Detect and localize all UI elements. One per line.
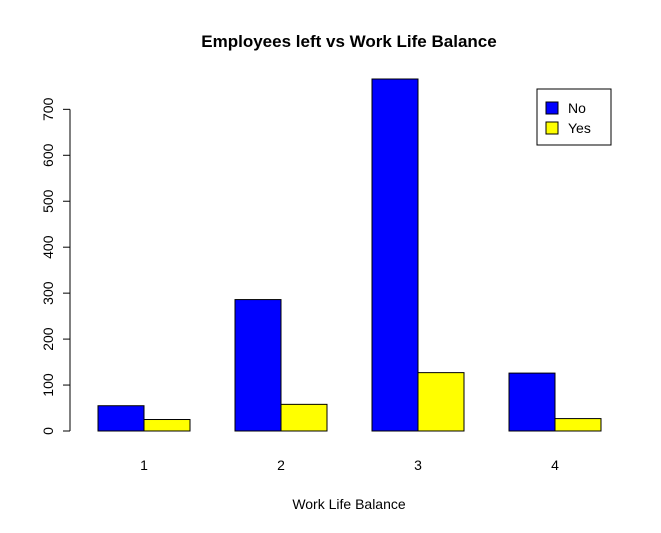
- y-tick-label: 100: [40, 373, 56, 397]
- y-tick-label: 200: [40, 327, 56, 351]
- legend-swatch: [545, 121, 559, 135]
- bar: [97, 405, 145, 432]
- legend-swatch: [545, 101, 559, 115]
- y-tick-label: 500: [40, 189, 56, 213]
- y-tick-label: 600: [40, 143, 56, 167]
- y-tick-label: 300: [40, 281, 56, 305]
- bar: [234, 299, 282, 432]
- bar: [417, 372, 465, 432]
- y-tick-label: 700: [40, 97, 56, 121]
- y-tick-label: 400: [40, 235, 56, 259]
- y-tick-label: 0: [40, 427, 56, 435]
- bar: [371, 78, 419, 432]
- x-tick-label: 1: [140, 457, 148, 473]
- bar: [143, 419, 191, 432]
- x-tick-label: 3: [414, 457, 422, 473]
- x-tick-label: 4: [551, 457, 559, 473]
- bar: [280, 403, 328, 432]
- x-tick-label: 2: [277, 457, 285, 473]
- legend-label: Yes: [568, 120, 591, 136]
- legend-label: No: [568, 100, 586, 116]
- bar: [554, 418, 602, 432]
- bar: [508, 372, 556, 432]
- chart-title: Employees left vs Work Life Balance: [201, 32, 496, 51]
- x-axis-label: Work Life Balance: [292, 496, 406, 512]
- legend-box: [536, 88, 612, 146]
